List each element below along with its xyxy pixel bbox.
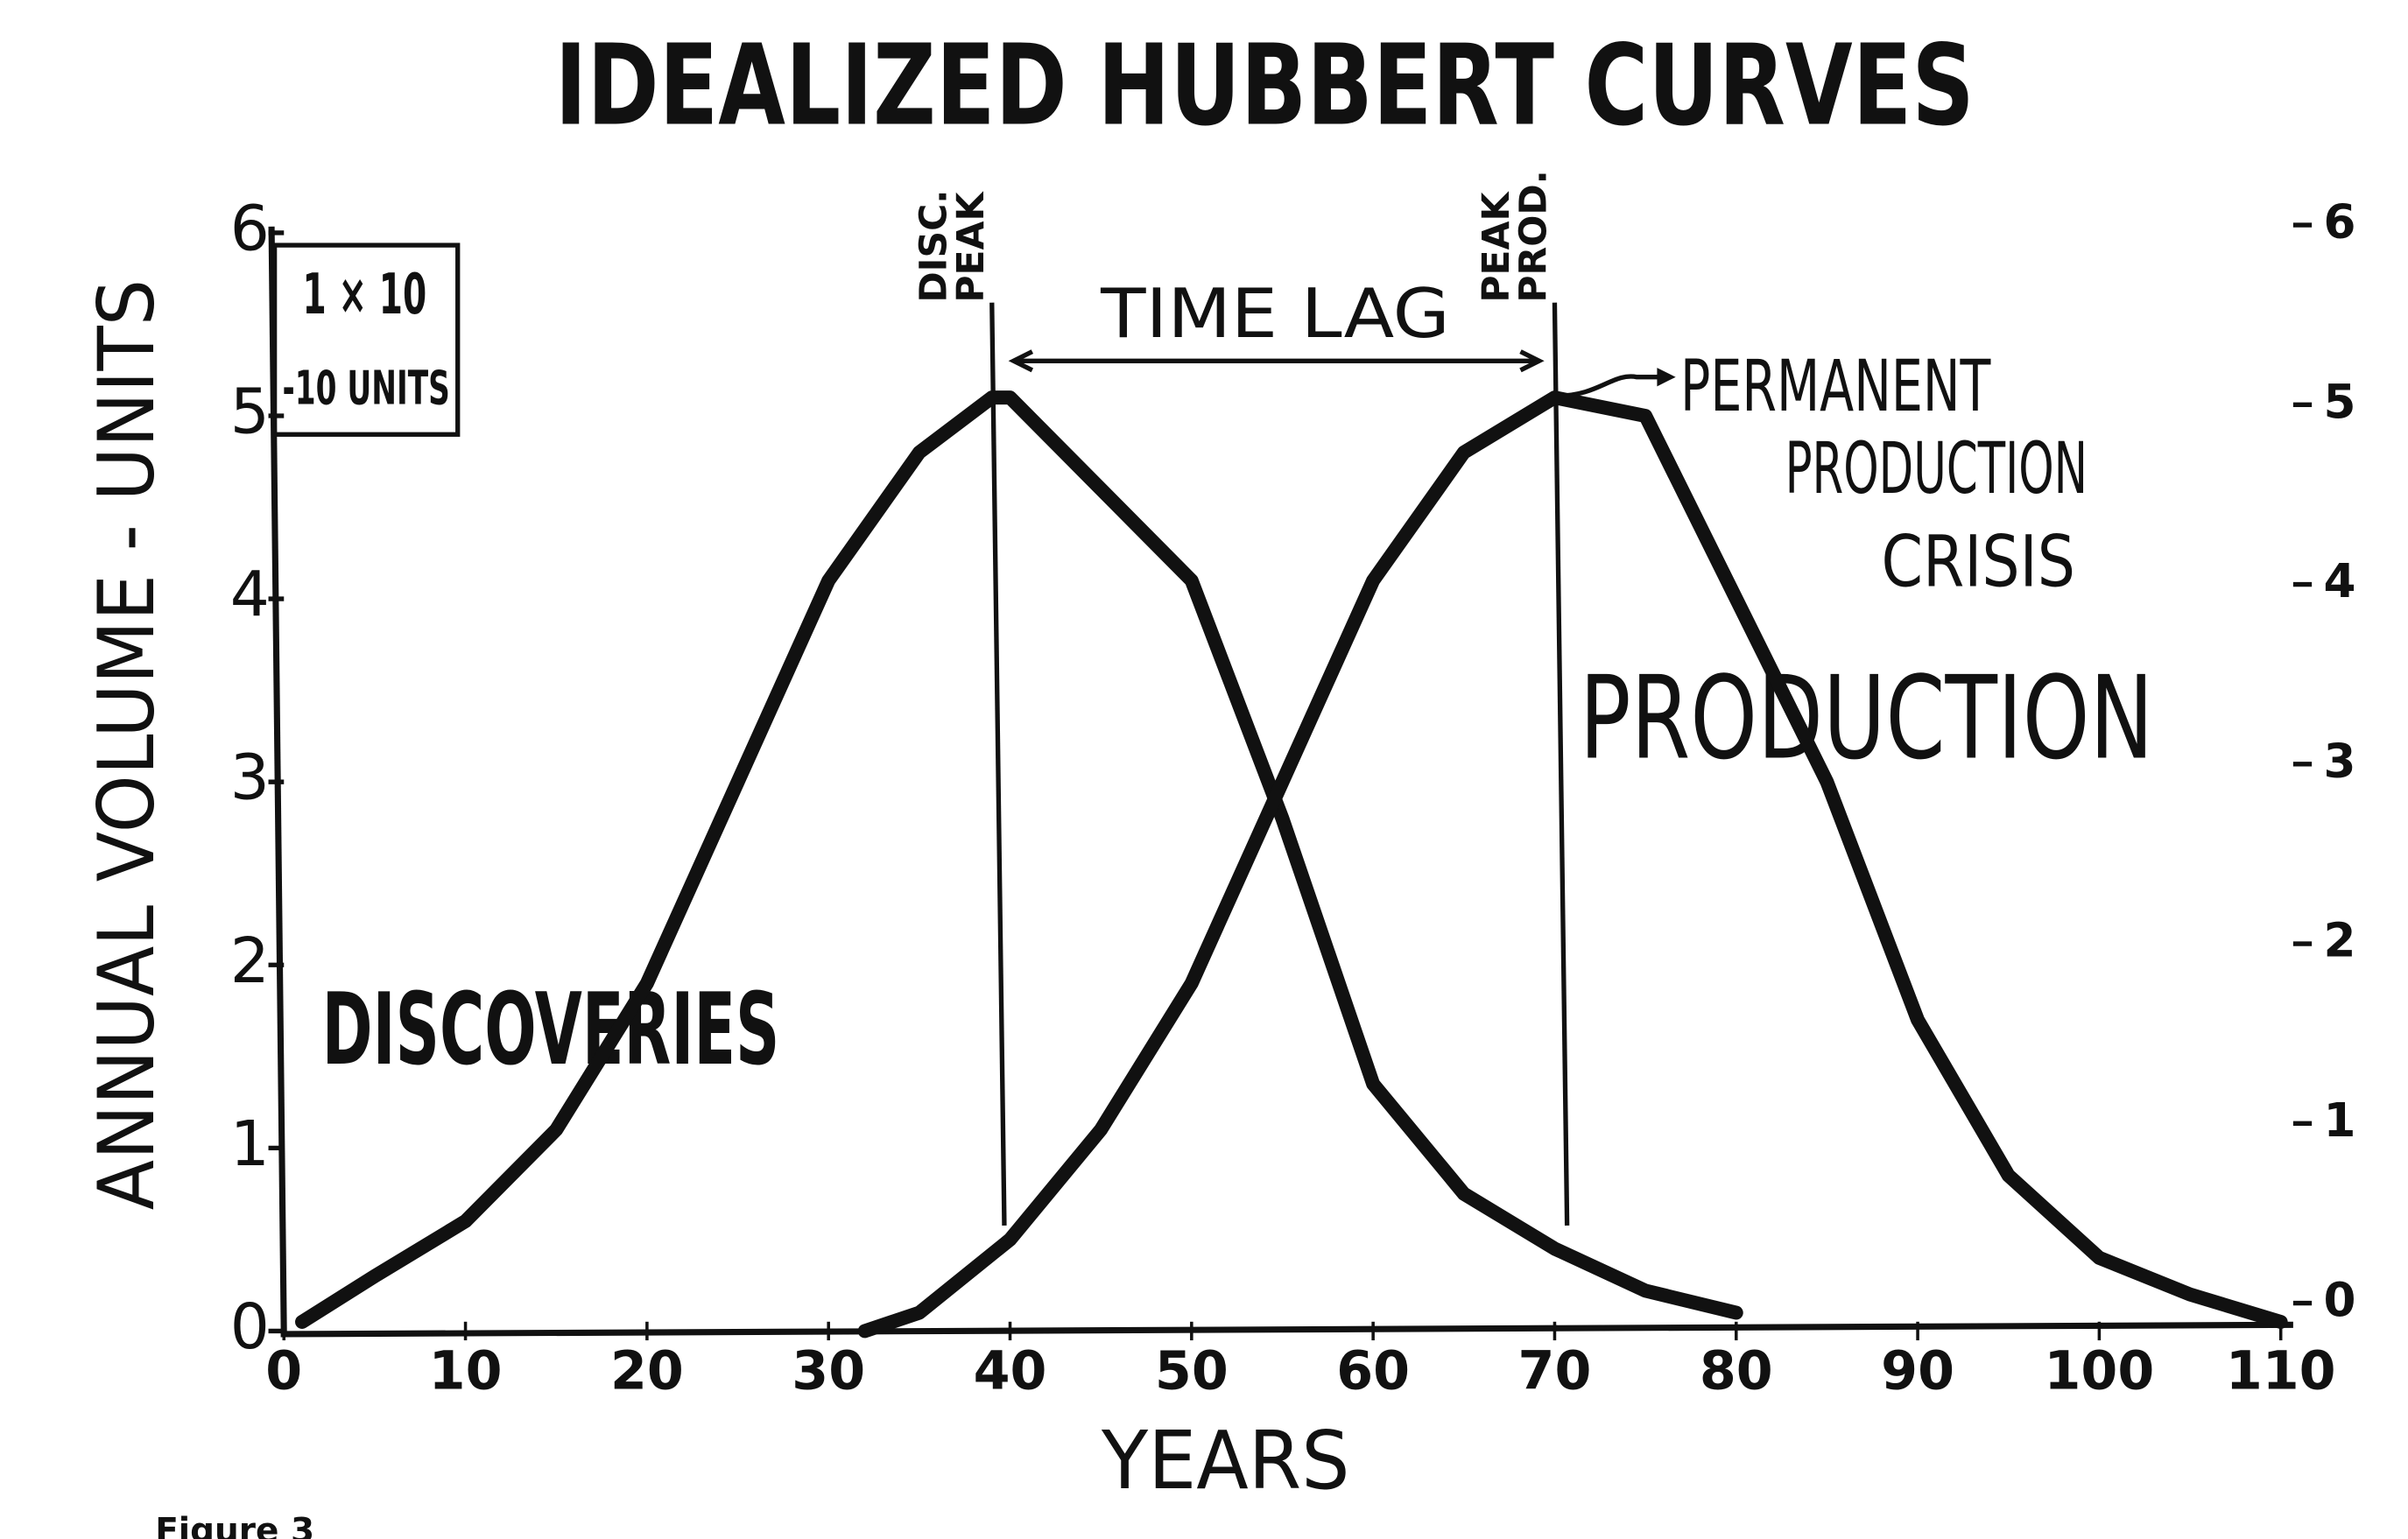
y2-tick-label: 2 — [2324, 914, 2356, 968]
x-axis-label: YEARS — [1101, 1413, 1349, 1507]
x-axis — [280, 1321, 2293, 1338]
y-tick-label: 1 — [230, 1107, 270, 1180]
peak-label: PEAK — [950, 191, 993, 303]
x-tick-label: 40 — [974, 1341, 1047, 1402]
series-line — [295, 390, 1743, 1329]
arrow-head — [1519, 349, 1545, 373]
crisis-label: PERMANENT — [1680, 345, 1991, 428]
x-tick-label: 80 — [1700, 1341, 1773, 1402]
caption: Figure 3 — [155, 1511, 314, 1539]
x-tick-label: 90 — [1881, 1341, 1954, 1402]
series-label: DISCOVERIES — [322, 972, 780, 1087]
x-tick-label: 10 — [429, 1341, 503, 1402]
scale-note: 1 × 10 — [303, 263, 427, 327]
peak-label: PEAK — [1475, 191, 1518, 303]
y2-tick-label: 6 — [2324, 195, 2356, 249]
x-tick-label: 60 — [1336, 1341, 1410, 1402]
peak-line — [989, 302, 1007, 1226]
y-tick-label: 0 — [230, 1290, 270, 1363]
y-tick-label: 3 — [230, 741, 270, 814]
crisis-label: PRODUCTION — [1785, 427, 2088, 510]
x-tick-label: 100 — [2045, 1341, 2155, 1402]
y2-tick-label: 4 — [2324, 554, 2356, 608]
x-tick-label: 110 — [2226, 1341, 2336, 1402]
time-lag-label: TIME LAG — [1100, 275, 1450, 354]
scale-note: -10 UNITS — [282, 361, 449, 415]
peak-label: PROD. — [1513, 170, 1556, 302]
x-tick-label: 50 — [1155, 1341, 1229, 1402]
y2-tick-label: 0 — [2324, 1273, 2356, 1327]
y2-tick-label: 3 — [2324, 734, 2356, 788]
y-tick-label: 6 — [230, 192, 270, 264]
y2-tick-label: 5 — [2324, 375, 2356, 429]
chart-title: IDEALIZED HUBBERT CURVES — [554, 22, 1974, 151]
x-tick-label: 30 — [792, 1341, 865, 1402]
x-tick-label: 70 — [1518, 1341, 1592, 1402]
y-tick-label: 4 — [230, 559, 270, 631]
peak-line — [1552, 302, 1570, 1226]
x-tick-label: 0 — [265, 1341, 302, 1402]
arrow-head — [1657, 368, 1676, 387]
arrow-head — [1008, 349, 1034, 373]
x-tick-label: 20 — [610, 1341, 684, 1402]
y-tick-label: 2 — [230, 924, 270, 997]
y-axis-label: ANNUAL VOLUME - UNITS — [81, 279, 172, 1210]
crisis-label: CRISIS — [1881, 520, 2074, 603]
series-label: PRODUCTION — [1580, 651, 2154, 785]
y2-tick-label: 1 — [2324, 1093, 2356, 1148]
series-line — [857, 390, 2288, 1339]
peak-label: DISC. — [912, 190, 955, 303]
y-tick-label: 5 — [230, 376, 270, 448]
